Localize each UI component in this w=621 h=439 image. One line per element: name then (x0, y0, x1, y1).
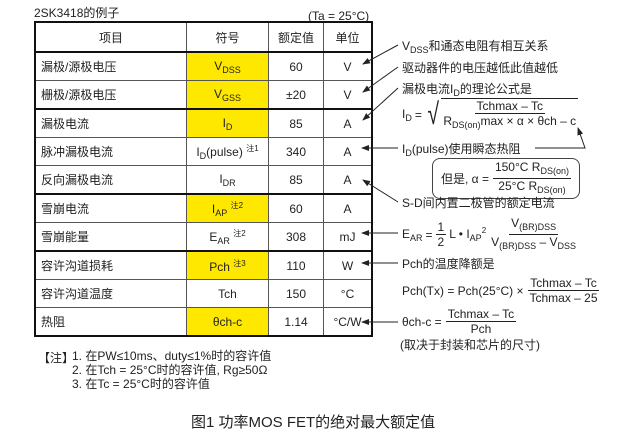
figure-caption: 图1 功率MOS FET的绝对最大额定值 (191, 414, 436, 431)
unit-cell: A (323, 137, 373, 166)
value-cell: 60 (268, 51, 324, 81)
symbol-cell: IDR (186, 165, 269, 195)
table-row: 雪崩电流 IAP 注2 60 A (34, 193, 373, 223)
item-cell: 雪崩能量 (34, 222, 187, 252)
table-row: 漏极/源极电压 VDSS 60 V (34, 51, 373, 81)
item-cell: 栅极/源极电压 (34, 80, 187, 110)
value-cell: 85 (268, 165, 324, 195)
notes-label: 【注】 (38, 351, 75, 365)
table-row: 容许沟道温度 Tch 150 °C (34, 279, 373, 308)
annotation-vdss: VDSS和通态电阻有相互关系 (402, 39, 549, 55)
annotation-id: 漏极电流ID的理论公式是 (402, 82, 532, 98)
symbol-cell: EAR 注2 (186, 222, 269, 252)
annotation-id-pulse: ID(pulse)使用瞬态热阻 (402, 142, 521, 158)
value-cell: 308 (268, 222, 324, 252)
item-cell: 容许沟道温度 (34, 279, 187, 308)
symbol-cell: VDSS (186, 51, 269, 81)
arrow (362, 179, 399, 203)
arrow (362, 44, 399, 65)
condition: (Ta = 25°C) (308, 9, 370, 23)
formula-theta: θch-c = Tchmax – Tc Pch (402, 307, 517, 336)
annotation-pch: Pch的温度降额是 (402, 257, 495, 271)
ratings-table: 项目 符号 额定值 单位 漏极/源极电压 VDSS 60 V 栅极/源极电压 VG… (34, 21, 373, 337)
item-cell: 漏极/源极电压 (34, 51, 187, 81)
item-cell: 反向漏极电流 (34, 165, 187, 195)
annotation-theta: (取决于封装和芯片的尺寸) (400, 338, 540, 352)
value-cell: 340 (268, 137, 324, 166)
formula-alpha: 但是, α = 150°C RDS(on) 25°C RDS(on) (432, 158, 580, 199)
value-cell: 1.14 (268, 307, 324, 337)
unit-cell: V (323, 80, 373, 110)
item-cell: 漏极电流 (34, 108, 187, 138)
value-cell: 110 (268, 250, 324, 280)
table-row: 热阻 θch-c 1.14 °C/W (34, 307, 373, 337)
table-row: 容许沟道损耗 Pch 注3 110 W (34, 250, 373, 280)
value-cell: ±20 (268, 80, 324, 110)
note-item: 3. 在Tc = 25°C时的容许值 (72, 377, 210, 391)
symbol-cell: VGSS (186, 80, 269, 110)
symbol-cell: θch-c (186, 307, 269, 337)
notes-list: 1. 在PW≤10ms、duty≤1%时的容许值 2. 在Tch = 25°C时… (72, 349, 271, 391)
annotation-vgss: 驱动器件的电压越低此值越低 (402, 61, 559, 75)
note-item: 2. 在Tch = 25°C时的容许值, Rg≥50Ω (72, 363, 268, 377)
formula-id: ID = √ Tchmax – Tc RDS(on)max × α × θch – … (402, 98, 579, 131)
value-cell: 85 (268, 108, 324, 138)
arrow (362, 66, 399, 93)
symbol-cell: Tch (186, 279, 269, 308)
note-item: 1. 在PW≤10ms、duty≤1%时的容许值 (72, 349, 272, 363)
symbol-cell: Pch 注3 (186, 250, 269, 280)
table-row: 雪崩能量 EAR 注2 308 mJ (34, 222, 373, 252)
formula-pch: Pch(Tx) = Pch(25°C) × Tchmax – Tc Tchmax … (402, 276, 599, 305)
unit-cell: mJ (323, 222, 373, 252)
table-row: 脉冲漏极电流 ID(pulse) 注1 340 A (34, 137, 373, 166)
unit-cell: °C/W (323, 307, 373, 337)
arrow (362, 87, 399, 121)
symbol-cell: ID(pulse) 注1 (186, 137, 269, 166)
annotation-idr: S-D间内置二极管的额定电流 (402, 196, 555, 210)
header-unit: 单位 (323, 21, 373, 53)
header-value: 额定值 (268, 21, 324, 53)
value-cell: 150 (268, 279, 324, 308)
table-row: 栅极/源极电压 VGSS ±20 V (34, 80, 373, 110)
table-row: 漏极电流 ID 85 A (34, 108, 373, 138)
arrow (535, 127, 586, 149)
table-title: 2SK3418的例子 (34, 6, 120, 20)
symbol-cell: IAP 注2 (186, 193, 269, 223)
unit-cell: °C (323, 279, 373, 308)
